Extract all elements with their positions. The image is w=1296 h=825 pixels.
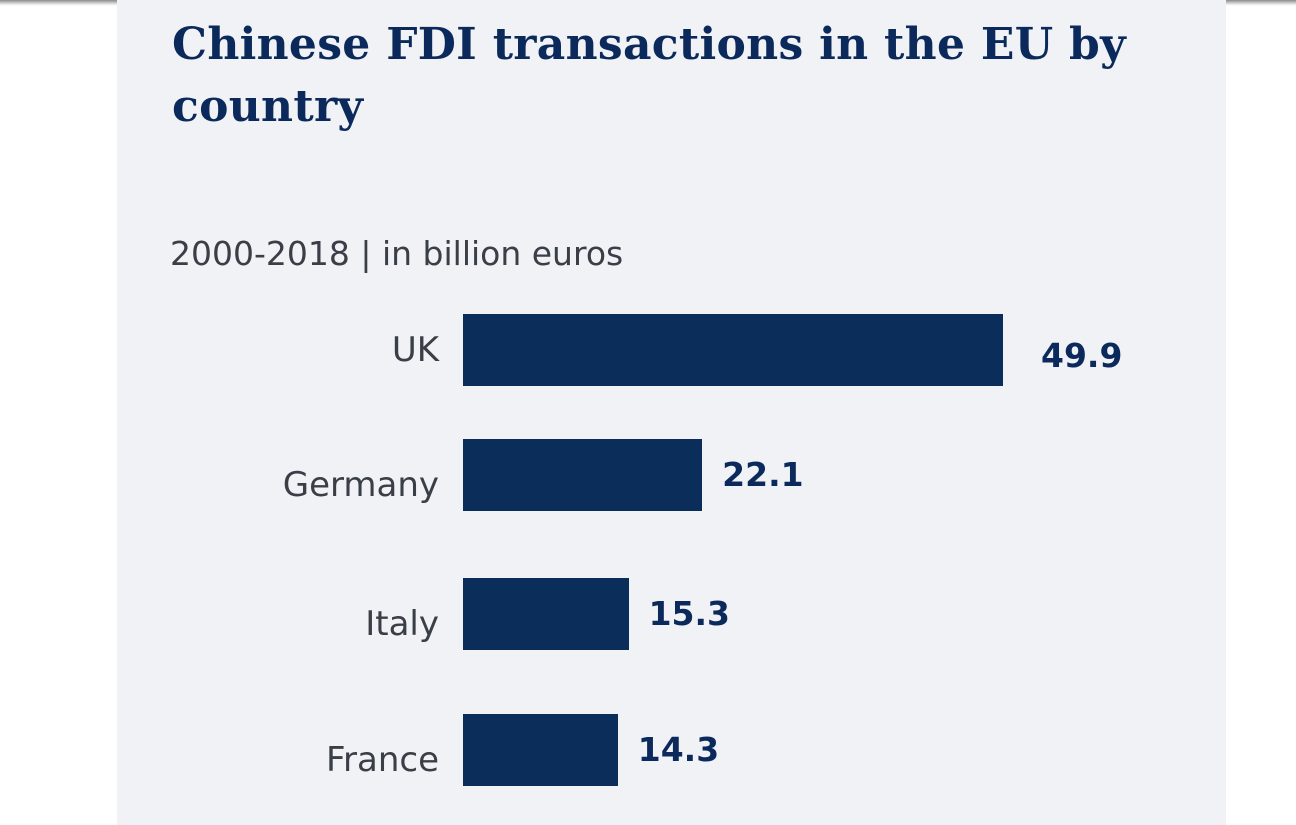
category-label: Italy (365, 604, 439, 644)
category-label: UK (391, 330, 439, 370)
category-label: France (325, 740, 439, 780)
bar-france (463, 714, 618, 786)
value-label: 49.9 (1041, 336, 1123, 375)
value-label: 22.1 (722, 455, 804, 494)
value-label: 15.3 (648, 594, 730, 633)
bar-germany (463, 439, 703, 511)
value-label: 14.3 (637, 730, 720, 769)
chart-title: Chinese FDI transactions in the EU by co… (172, 19, 1126, 132)
category-label: Germany (282, 465, 439, 505)
chart-subtitle: 2000-2018 | in billion euros (170, 234, 624, 273)
bar-uk (463, 314, 1003, 386)
chart-panel (117, 0, 1226, 825)
bar-italy (463, 578, 629, 650)
